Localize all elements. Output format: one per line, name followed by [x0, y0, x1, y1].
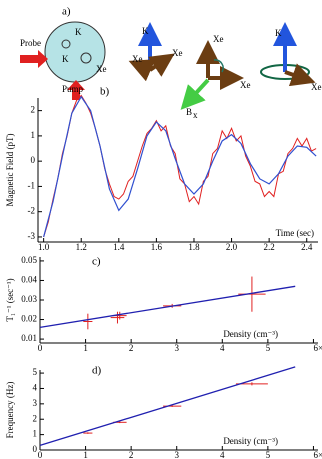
diagram-label: K	[142, 26, 149, 36]
diagram-label: Xe	[311, 82, 322, 92]
diagram-label: K	[62, 54, 69, 64]
y-tick-label: 5	[33, 367, 38, 377]
diagram-label: a)	[62, 6, 71, 18]
diagram-label: Pump	[62, 84, 84, 94]
diagram-label: Xe	[172, 48, 183, 58]
series-line	[43, 94, 317, 238]
y-tick-label: 1	[33, 429, 38, 439]
x-tick-label: 1.6	[151, 242, 163, 252]
x-tick-label: 4	[220, 343, 225, 353]
b-vector	[180, 78, 210, 110]
y-tick-label: 0.01	[21, 333, 37, 343]
y-axis-title: Magnetic Field (pT)	[5, 134, 15, 207]
diagram-label: K	[75, 27, 82, 37]
y-tick-label: 2	[33, 413, 38, 423]
diagram-label: x	[193, 110, 198, 120]
y-tick-label: 0.04	[21, 275, 37, 285]
diagram-label: Probe	[20, 38, 41, 48]
y-axis-title: Frequency (Hz)	[5, 382, 15, 439]
x-tick-label: 3	[174, 343, 179, 353]
y-tick-label: 1	[31, 130, 36, 140]
x-tick-label: 1	[83, 343, 88, 353]
x-tick-label: 1.8	[188, 242, 200, 252]
y-tick-label: 0.02	[21, 314, 37, 324]
panel-label: c)	[92, 256, 101, 268]
xe-vector	[128, 59, 156, 82]
diagram-label: Xe	[96, 64, 107, 74]
diagram-label: Xe	[213, 34, 224, 44]
x-tick-label: 4	[220, 450, 225, 459]
xe-vector	[148, 53, 175, 77]
x-tick-label: 0	[38, 343, 43, 353]
x-axis-title: Density (cm⁻³)	[223, 436, 278, 446]
x-tick-label: 1.2	[76, 242, 87, 252]
probe-arrow	[20, 50, 48, 68]
y-tick-label: 0.05	[21, 255, 37, 265]
x-tick-label: 2	[129, 450, 134, 459]
xe-vector	[284, 63, 316, 87]
y-tick-label: -2	[28, 206, 36, 216]
x-tick-label: 1.0	[38, 242, 50, 252]
x-axis-title: Density (cm⁻³)	[223, 329, 278, 339]
x-tick-label: 2.0	[226, 242, 238, 252]
x-tick-label: 0	[38, 450, 43, 459]
x-axis-title: Time (sec)	[276, 228, 314, 238]
x-tick-label: 5	[266, 343, 271, 353]
x-tick-label: 3	[174, 450, 179, 459]
diagram-label: K	[275, 28, 282, 38]
series-line	[39, 366, 296, 447]
y-tick-label: -3	[28, 231, 36, 241]
rotation	[213, 59, 224, 73]
x-tick-label: 2	[129, 343, 134, 353]
diagram-label: Xe	[240, 80, 251, 90]
y-tick-label: 0	[31, 155, 36, 165]
panel-a	[20, 21, 316, 110]
x-tick-label: 2.4	[301, 242, 313, 252]
series-line	[43, 95, 317, 238]
y-tick-label: 0.03	[21, 294, 37, 304]
y-tick-label: 3	[33, 398, 38, 408]
x-tick-label: 6×10¹³	[313, 450, 322, 459]
x-tick-label: 2.2	[264, 242, 275, 252]
atom	[80, 52, 92, 64]
x-tick-label: 6×10¹³	[313, 343, 322, 353]
y-tick-label: -1	[28, 180, 36, 190]
y-tick-label: 0	[33, 444, 38, 454]
panel-label: d)	[92, 365, 102, 377]
x-tick-label: 1	[83, 450, 88, 459]
x-tick-label: 5	[266, 450, 271, 459]
atom	[61, 39, 71, 49]
x-tick-label: 1.4	[113, 242, 125, 252]
series-line	[39, 285, 296, 329]
panel-label: b)	[100, 86, 110, 98]
y-tick-label: 2	[31, 105, 36, 115]
diagram-label: Xe	[132, 54, 143, 64]
diagram-label: B	[186, 107, 192, 117]
y-tick-label: 4	[33, 383, 38, 393]
y-axis-title: T₁⁻¹ (sec⁻¹)	[5, 278, 15, 321]
pump-arrow	[67, 80, 85, 100]
